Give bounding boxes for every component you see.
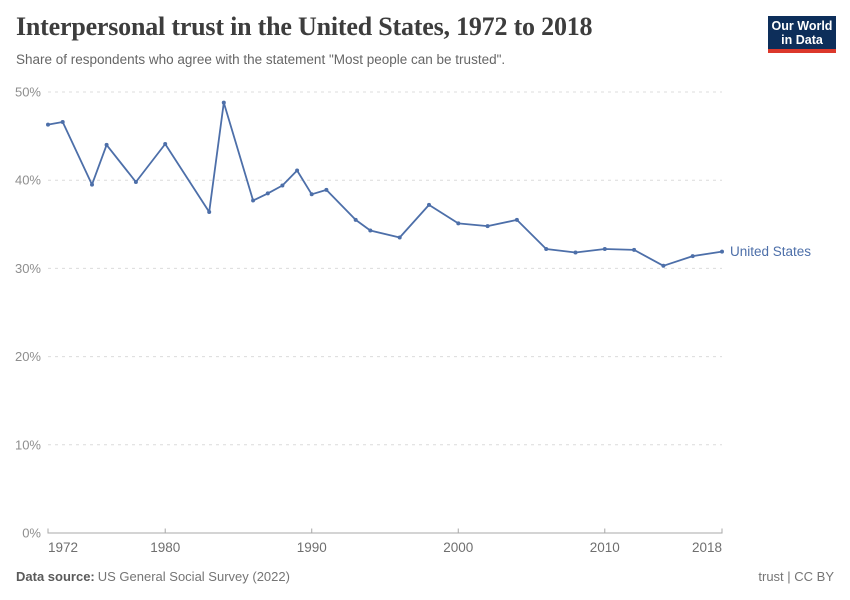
data-source: Data source: US General Social Survey (20… [16, 569, 290, 584]
data-source-label: Data source: [16, 569, 95, 584]
trend-line[interactable] [47, 101, 723, 267]
logo-line-1: Our World [771, 19, 833, 33]
data-point-marker [90, 182, 94, 187]
data-point-marker [265, 191, 270, 196]
logo-line-2: in Data [781, 33, 823, 47]
y-axis-tick-label: 30% [15, 261, 41, 276]
data-point-marker [133, 180, 138, 184]
data-point-marker [207, 210, 212, 214]
data-point-marker [632, 247, 637, 252]
data-point-marker [456, 221, 461, 226]
data-point-marker [324, 187, 329, 192]
y-axis-tick-label: 40% [15, 173, 41, 188]
data-source-value: US General Social Survey (2022) [97, 569, 290, 584]
data-point-marker [104, 142, 109, 147]
data-point-marker [368, 228, 373, 233]
x-axis-tick-label: 2000 [443, 540, 473, 555]
y-axis-tick-label: 0% [22, 526, 41, 541]
y-axis-tick-label: 20% [15, 349, 41, 364]
y-axis-tick-label: 10% [15, 437, 41, 452]
data-point-marker [280, 183, 285, 188]
chart-subtitle: Share of respondents who agree with the … [16, 52, 506, 67]
data-point-marker [544, 247, 549, 251]
data-point-marker [46, 122, 50, 127]
data-point-marker [514, 217, 519, 222]
x-axis-tick-label: 1972 [48, 540, 78, 555]
data-point-marker [485, 224, 490, 229]
data-point-marker [163, 142, 168, 146]
data-point-marker [720, 249, 724, 254]
data-point-marker [573, 250, 578, 255]
x-axis-tick-label: 2010 [590, 540, 620, 555]
x-axis-tick-label: 2018 [692, 540, 722, 555]
data-point-marker [309, 192, 314, 197]
page-title: Interpersonal trust in the United States… [16, 12, 593, 41]
x-axis-tick-label: 1980 [150, 540, 180, 555]
data-point-marker [661, 263, 666, 268]
data-point-marker [353, 217, 358, 222]
data-point-marker [602, 247, 607, 251]
x-axis-tick-label: 1990 [297, 540, 327, 555]
data-point-marker [60, 120, 65, 124]
license-note[interactable]: trust | CC BY [758, 569, 834, 584]
data-point-marker [295, 168, 300, 173]
data-point-marker [221, 100, 226, 105]
data-point-marker [251, 198, 256, 203]
data-point-marker [690, 254, 695, 259]
y-axis-tick-label: 50% [15, 85, 41, 100]
series-label[interactable]: United States [730, 244, 811, 259]
owid-logo[interactable]: Our World in Data [768, 16, 836, 53]
data-point-marker [427, 202, 431, 207]
data-point-marker [397, 235, 402, 240]
